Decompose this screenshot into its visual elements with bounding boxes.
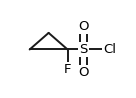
Text: O: O [78, 66, 89, 79]
Text: S: S [79, 43, 88, 56]
Text: Cl: Cl [103, 43, 116, 56]
Text: F: F [64, 63, 71, 76]
Text: O: O [78, 20, 89, 33]
